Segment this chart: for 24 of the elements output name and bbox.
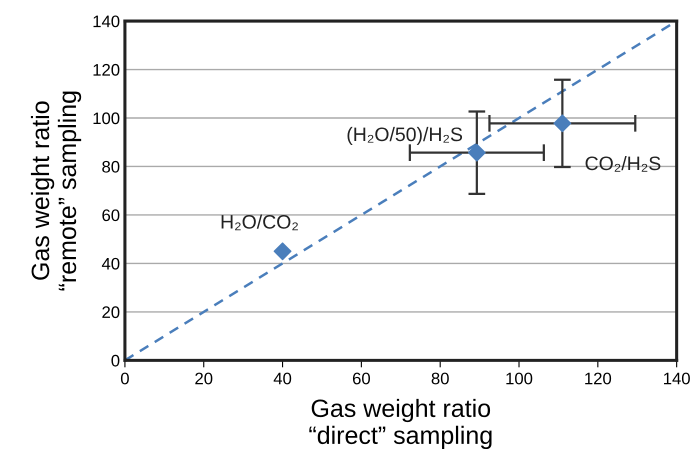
point bbox=[553, 114, 572, 132]
y-tick-label: 80 bbox=[102, 160, 120, 173]
y-tick-label: 120 bbox=[94, 64, 120, 76]
y-tick-label: 60 bbox=[102, 209, 120, 222]
x-tick-label: 40 bbox=[274, 372, 292, 384]
x-tick-label: 60 bbox=[352, 372, 370, 384]
y-axis-title: Gas weight ratio “remote” sampling bbox=[30, 92, 82, 291]
x-tick-label: 0 bbox=[120, 372, 129, 384]
annotation: (H₂O/50)/H₂S bbox=[348, 126, 462, 146]
annotation: CO₂/H₂S bbox=[586, 156, 660, 172]
point bbox=[468, 144, 486, 162]
y-tick-label: 0 bbox=[111, 354, 120, 367]
x-axis-title: Gas weight ratio “direct” sampling bbox=[309, 398, 492, 450]
y-tick-label: 140 bbox=[94, 15, 120, 28]
x-tick-label: 20 bbox=[195, 372, 212, 384]
y-tick-label: 20 bbox=[102, 306, 120, 318]
x-tick-label: 100 bbox=[506, 372, 532, 384]
annotation: H₂O/CO₂ bbox=[222, 214, 298, 230]
x-tick-label: 80 bbox=[432, 372, 449, 384]
x-tick-label: 140 bbox=[664, 372, 690, 384]
x-tick-label: 120 bbox=[585, 372, 612, 384]
point bbox=[274, 242, 292, 260]
y-tick-label: 40 bbox=[102, 258, 120, 270]
y-tick-label: 100 bbox=[94, 112, 120, 124]
